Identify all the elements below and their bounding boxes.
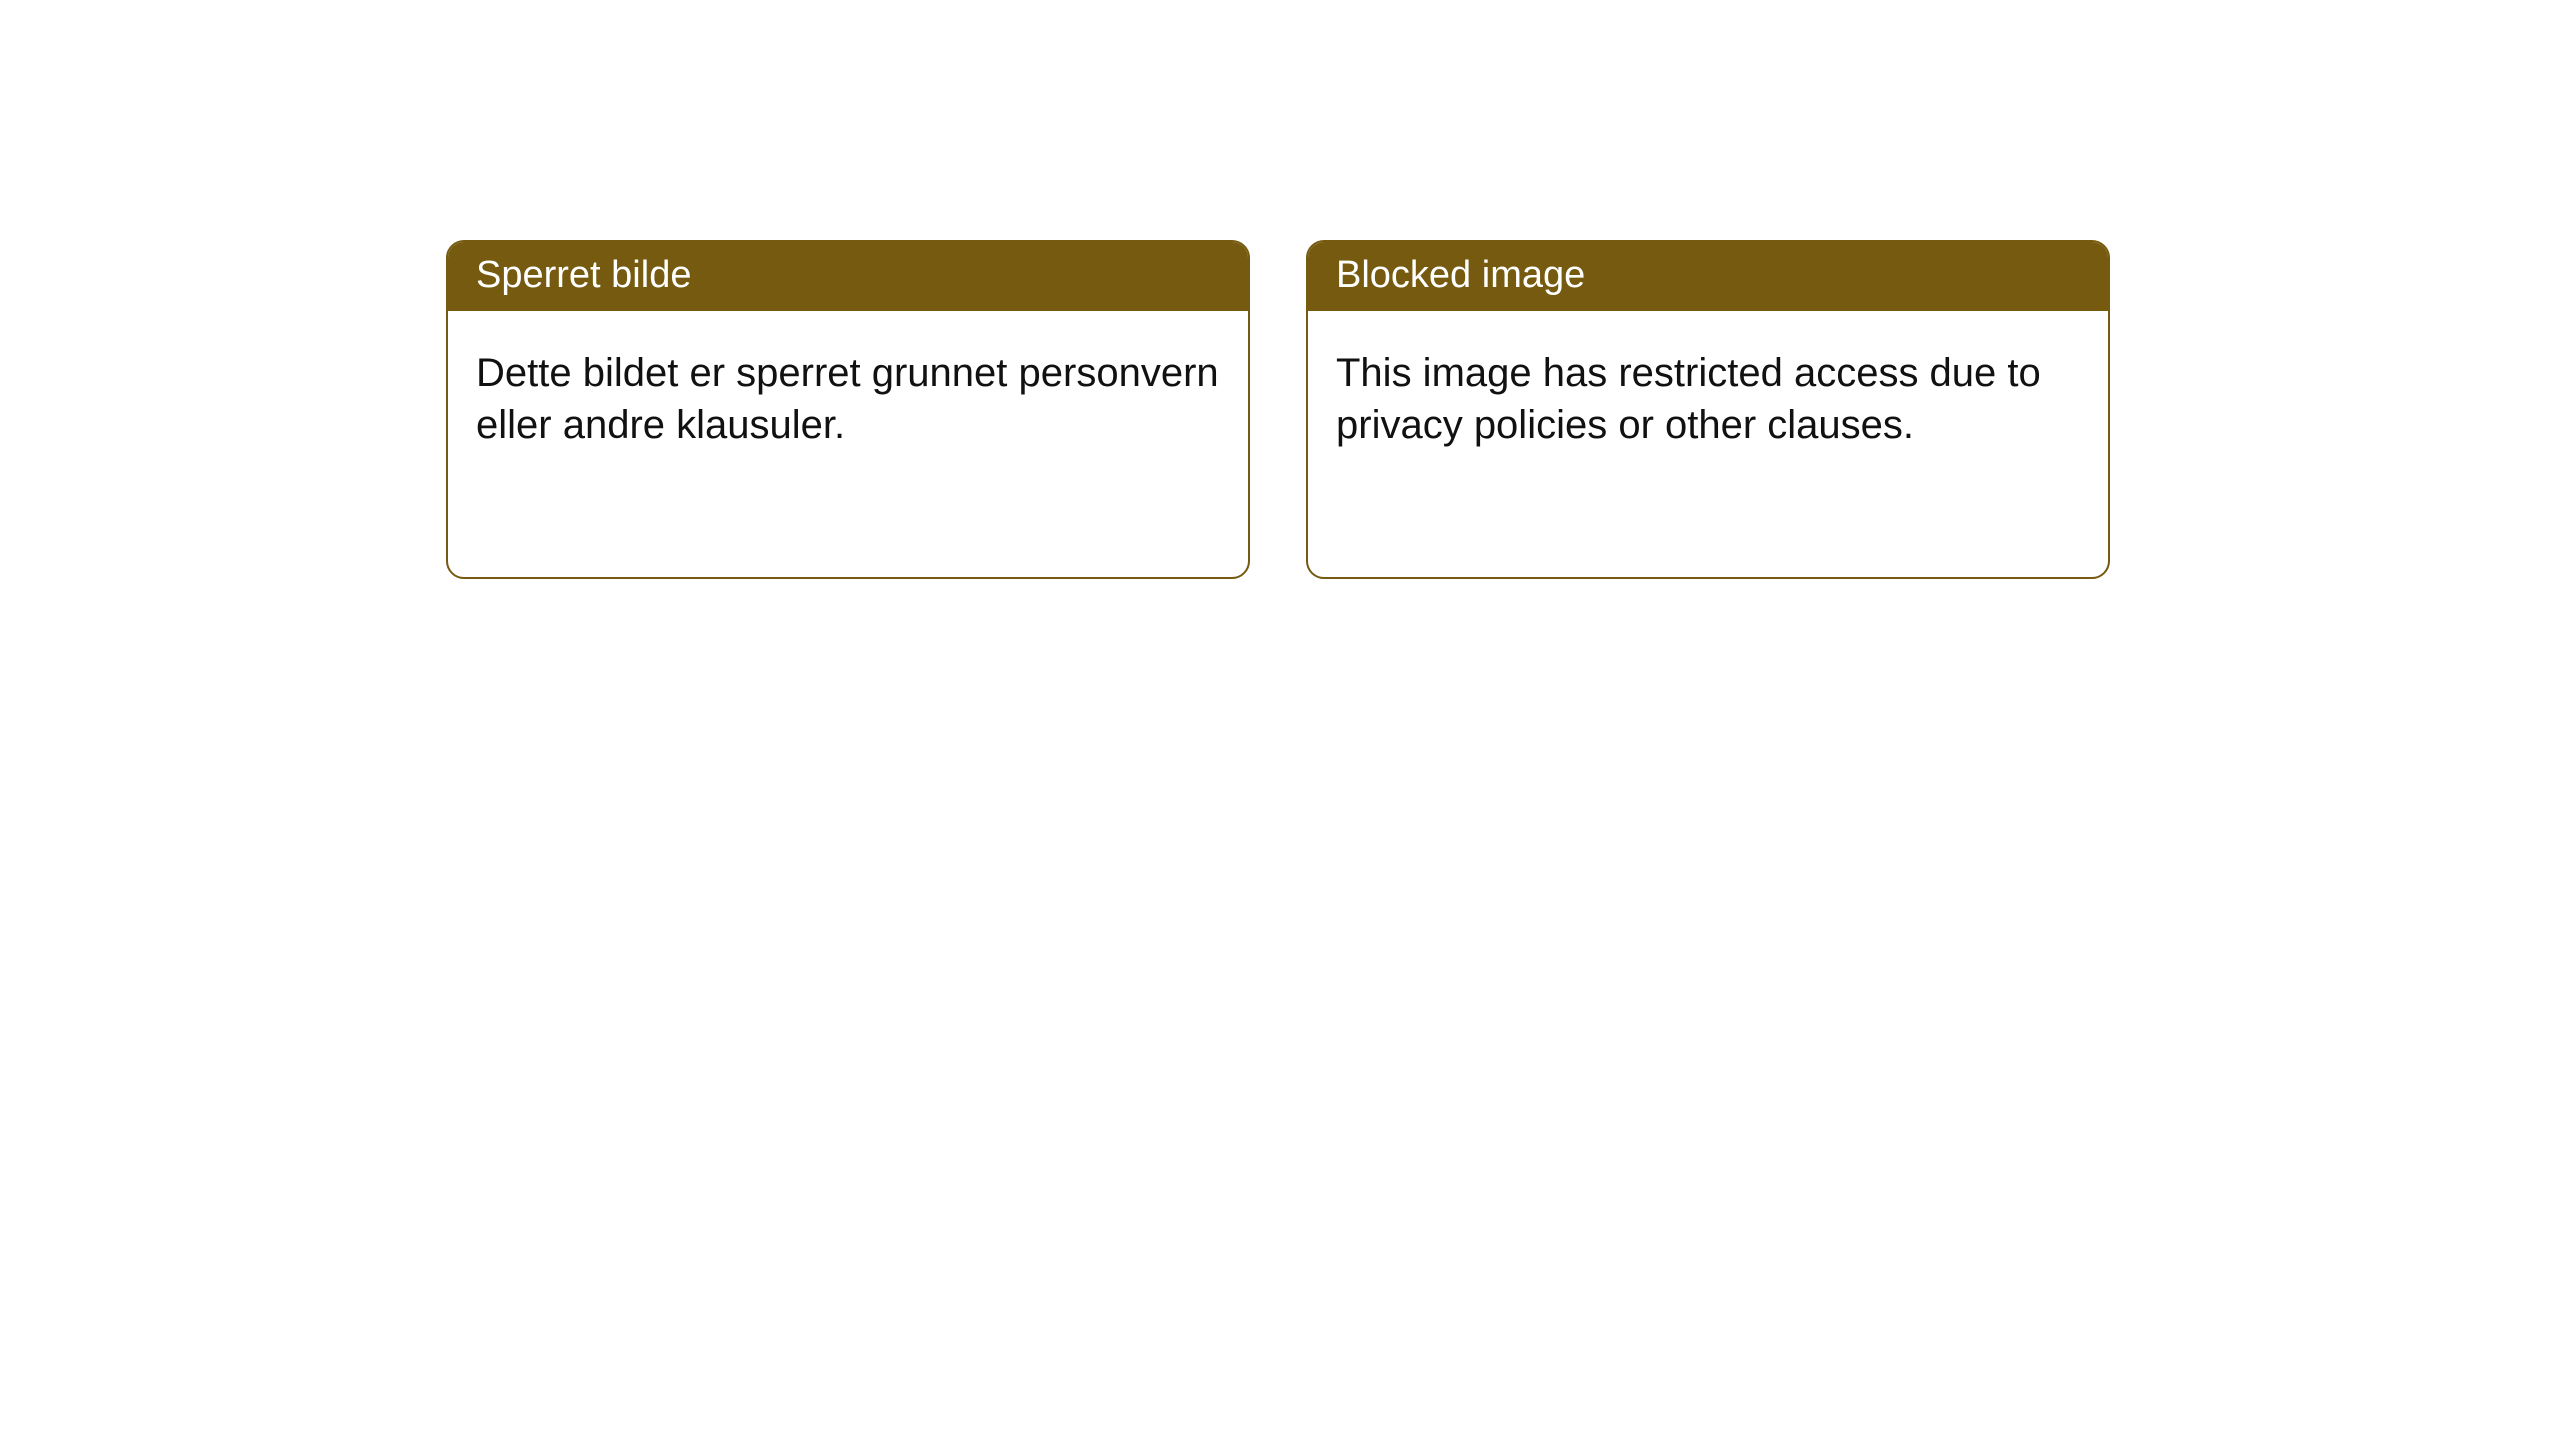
notice-body-english: This image has restricted access due to …: [1308, 311, 2108, 479]
notice-header-english: Blocked image: [1308, 242, 2108, 311]
notice-header-norwegian: Sperret bilde: [448, 242, 1248, 311]
notice-card-norwegian: Sperret bilde Dette bildet er sperret gr…: [446, 240, 1250, 579]
notice-container: Sperret bilde Dette bildet er sperret gr…: [446, 240, 2110, 579]
notice-title: Sperret bilde: [476, 254, 691, 296]
notice-body-text: This image has restricted access due to …: [1336, 351, 2041, 447]
notice-title: Blocked image: [1336, 254, 1585, 296]
notice-body-norwegian: Dette bildet er sperret grunnet personve…: [448, 311, 1248, 479]
notice-body-text: Dette bildet er sperret grunnet personve…: [476, 351, 1219, 447]
notice-card-english: Blocked image This image has restricted …: [1306, 240, 2110, 579]
